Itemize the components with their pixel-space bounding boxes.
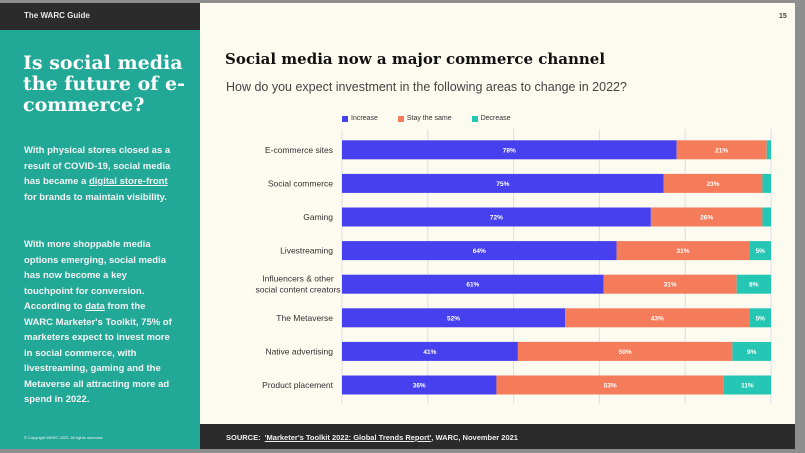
chart-category-labels: E-commerce sites Social commerce Gaming Liv… [255, 145, 340, 390]
sidebar-panel: The WARC Guide Is social media the futur… [0, 3, 200, 449]
legend-swatch-increase [342, 115, 348, 122]
value-label-decrease-influencers-other-social-content-creators: 8% [749, 282, 759, 289]
legend-swatch-stay-the-same [397, 115, 404, 122]
category-label-influencers-other-social-content-creators: social content creators [255, 285, 340, 295]
bar-stay-the-same-product-placement [496, 375, 724, 395]
bar-decrease-influencers-other-social-content-creators [736, 274, 771, 294]
stacked-bar-chart: 78% 21% 75% 23% 72% 26% 64% 31% 5% 61% 31% 8% 52% 43%… [255, 129, 772, 404]
value-label-increase-social-commerce: 75% [496, 181, 509, 188]
bar-stay-the-same-native-advertising [517, 341, 733, 361]
bar-decrease-social-commerce [762, 173, 771, 193]
value-label-decrease-livestreaming: 5% [756, 248, 766, 255]
category-label-the-metaverse: The Metaverse [276, 313, 333, 323]
value-label-stay-the-same-e-commerce-sites: 21% [715, 147, 728, 154]
value-label-stay-the-same-gaming: 26% [700, 215, 713, 222]
guide-header-bar: The WARC Guide [0, 3, 200, 30]
data-link[interactable]: data [85, 301, 105, 312]
value-label-decrease-native-advertising: 9% [747, 349, 757, 356]
value-label-stay-the-same-social-commerce: 23% [707, 181, 720, 188]
value-label-increase-product-placement: 36% [413, 383, 426, 390]
legend-swatch-decrease [471, 115, 478, 122]
category-label-native-advertising: Native advertising [265, 346, 333, 356]
bar-decrease-native-advertising [732, 341, 771, 361]
copyright-notice: © Copyright WARC 2022. All rights reserv… [24, 435, 104, 440]
category-label-influencers-other-social-content-creators: Influencers & other [262, 274, 334, 284]
bar-increase-gaming [342, 207, 651, 227]
bar-increase-social-commerce [342, 173, 664, 193]
value-label-increase-the-metaverse: 52% [447, 315, 460, 322]
legend-item-decrease: Decrease [471, 115, 511, 122]
value-label-decrease-the-metaverse: 5% [756, 315, 766, 322]
bar-increase-native-advertising [342, 341, 518, 361]
source-link[interactable]: 'Marketer's Toolkit 2022: Global Trends … [264, 433, 432, 442]
category-label-livestreaming: Livestreaming [280, 246, 333, 256]
value-label-stay-the-same-influencers-other-social-content-creators: 31% [664, 282, 677, 289]
bar-increase-e-commerce-sites [342, 140, 677, 160]
chart-subtitle: How do you expect investment in the foll… [226, 80, 627, 94]
chart-bars: 78% 21% 75% 23% 72% 26% 64% 31% 5% 61% 31% 8% 52% 43%… [342, 140, 771, 395]
category-label-gaming: Gaming [303, 212, 333, 222]
bar-stay-the-same-gaming [650, 207, 763, 227]
value-label-increase-gaming: 72% [490, 215, 503, 222]
para1-text-start: With physical stores closed as a result … [24, 145, 171, 187]
bar-decrease-the-metaverse [749, 308, 771, 328]
value-label-increase-native-advertising: 41% [423, 349, 436, 356]
bar-increase-influencers-other-social-content-creators [342, 274, 604, 294]
legend-item-increase: Increase [342, 115, 378, 122]
source-label: SOURCE: [226, 433, 261, 442]
value-label-stay-the-same-the-metaverse: 43% [651, 315, 664, 322]
bar-stay-the-same-the-metaverse [565, 308, 750, 328]
value-label-stay-the-same-product-placement: 53% [604, 383, 617, 390]
legend-item-stay-the-same: Stay the same [397, 115, 452, 122]
source-rest: , WARC, November 2021 [431, 433, 518, 442]
legend-label-decrease: Decrease [480, 115, 511, 122]
legend-label-increase: Increase [351, 115, 378, 122]
value-label-increase-influencers-other-social-content-creators: 61% [466, 282, 479, 289]
chart-legend: Increase Stay the same Decrease [342, 115, 511, 122]
bar-stay-the-same-e-commerce-sites [676, 140, 767, 160]
bar-stay-the-same-livestreaming [616, 241, 750, 261]
sidebar-paragraph-1: With physical stores closed as a result … [24, 143, 174, 205]
sidebar-paragraph-2: With more shoppable media options emergi… [24, 237, 174, 408]
bar-increase-product-placement [342, 375, 497, 395]
value-label-increase-e-commerce-sites: 78% [503, 147, 516, 154]
chart-title: Social media now a major commerce channe… [225, 50, 606, 68]
page-number: 15 [779, 13, 787, 20]
bar-stay-the-same-social-commerce [663, 173, 763, 193]
legend-label-stay-the-same: Stay the same [406, 115, 452, 122]
sidebar-headline: Is social media the future of e-commerce… [23, 52, 186, 116]
source-footer: SOURCE: 'Marketer's Toolkit 2022: Global… [200, 424, 795, 449]
bar-stay-the-same-influencers-other-social-content-creators [603, 274, 737, 294]
slide: The WARC Guide Is social media the futur… [0, 3, 795, 449]
bar-decrease-e-commerce-sites [766, 140, 771, 160]
value-label-increase-livestreaming: 64% [473, 248, 486, 255]
bar-decrease-livestreaming [749, 241, 771, 261]
category-label-product-placement: Product placement [262, 380, 334, 390]
value-label-stay-the-same-native-advertising: 50% [619, 349, 632, 356]
bar-increase-livestreaming [342, 241, 617, 261]
bar-decrease-product-placement [723, 375, 771, 395]
para2-text-start: With more shoppable media options emergi… [24, 239, 167, 312]
value-label-decrease-product-placement: 11% [741, 383, 754, 390]
category-label-e-commerce-sites: E-commerce sites [265, 145, 333, 155]
para2-text-end: from the WARC Marketer's Toolkit, 75% of… [24, 301, 172, 405]
para1-text-end: for brands to maintain visibility. [24, 191, 167, 203]
chart-gridlines [341, 129, 772, 404]
category-label-social-commerce: Social commerce [268, 178, 333, 188]
bar-increase-the-metaverse [342, 308, 566, 328]
guide-label: The WARC Guide [24, 11, 90, 20]
value-label-stay-the-same-livestreaming: 31% [677, 248, 690, 255]
bar-decrease-gaming [762, 207, 771, 227]
digital-store-front-link[interactable]: digital store-front [88, 176, 168, 187]
